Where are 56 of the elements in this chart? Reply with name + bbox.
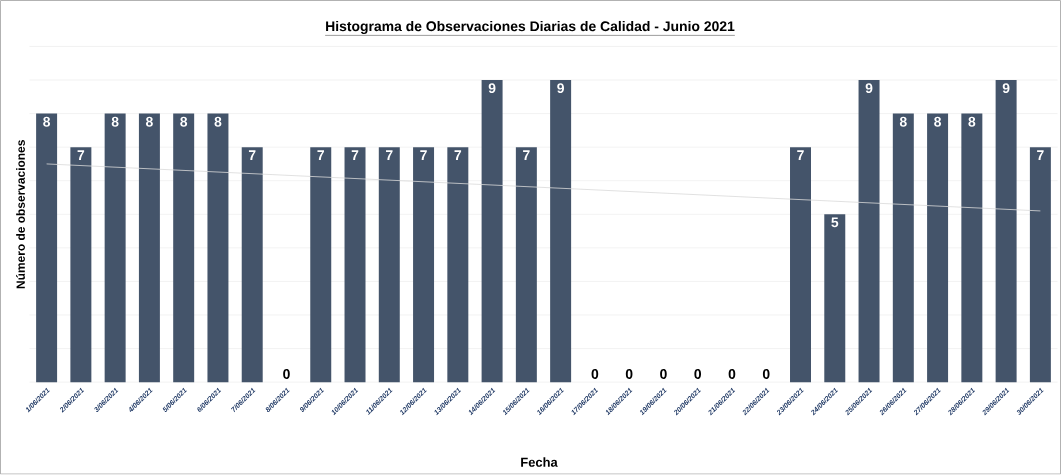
data-label: 7 <box>1037 150 1044 161</box>
data-label: 7 <box>454 150 462 161</box>
bar <box>104 113 126 383</box>
data-label: 7 <box>386 150 393 161</box>
data-label: 7 <box>77 150 85 161</box>
data-label: 7 <box>351 150 359 161</box>
data-label: 5 <box>831 217 839 228</box>
bar <box>515 147 537 383</box>
data-label: 8 <box>968 116 976 127</box>
bar <box>481 80 503 383</box>
bar <box>550 80 572 383</box>
data-label: 9 <box>557 83 564 94</box>
data-label: 8 <box>180 116 188 127</box>
data-label: 9 <box>865 83 873 94</box>
data-label: 0 <box>591 369 599 380</box>
data-label: 0 <box>762 369 770 380</box>
bar <box>790 147 811 383</box>
data-label: 8 <box>934 116 942 127</box>
bar <box>310 147 332 383</box>
data-label: 8 <box>145 116 153 127</box>
data-label: 0 <box>728 369 736 380</box>
bar <box>1029 147 1051 383</box>
bar <box>927 113 949 383</box>
bar <box>70 147 92 383</box>
data-label: 9 <box>1002 83 1010 94</box>
bar <box>173 113 195 383</box>
bar <box>995 80 1017 383</box>
data-label: 0 <box>694 369 702 380</box>
bar <box>824 214 846 383</box>
bar <box>344 147 366 383</box>
data-label: 7 <box>797 150 804 161</box>
data-label: 7 <box>523 150 530 161</box>
x-axis-title: Fecha <box>521 457 558 468</box>
bar <box>447 147 469 383</box>
data-label: 9 <box>488 83 496 94</box>
bar <box>378 147 400 383</box>
y-axis-title: Número de observaciones <box>16 140 25 289</box>
bar <box>892 113 914 383</box>
data-label: 7 <box>317 150 325 161</box>
data-label: 7 <box>420 150 427 161</box>
bar <box>36 113 58 383</box>
bar <box>138 113 160 383</box>
chart-title: Histograma de Observaciones Diarias de Calidad - Junio 2021 <box>326 21 735 35</box>
data-label: 8 <box>111 116 119 127</box>
bar <box>207 113 229 383</box>
data-label: 0 <box>625 369 633 380</box>
data-label: 0 <box>283 369 290 380</box>
data-label: 7 <box>248 150 256 161</box>
bar <box>858 80 880 383</box>
bar <box>961 113 983 383</box>
data-label: 8 <box>43 116 51 127</box>
bar <box>241 147 263 383</box>
bar <box>413 147 435 383</box>
data-label: 8 <box>899 116 907 127</box>
data-label: 8 <box>214 116 222 127</box>
data-label: 0 <box>660 369 667 380</box>
